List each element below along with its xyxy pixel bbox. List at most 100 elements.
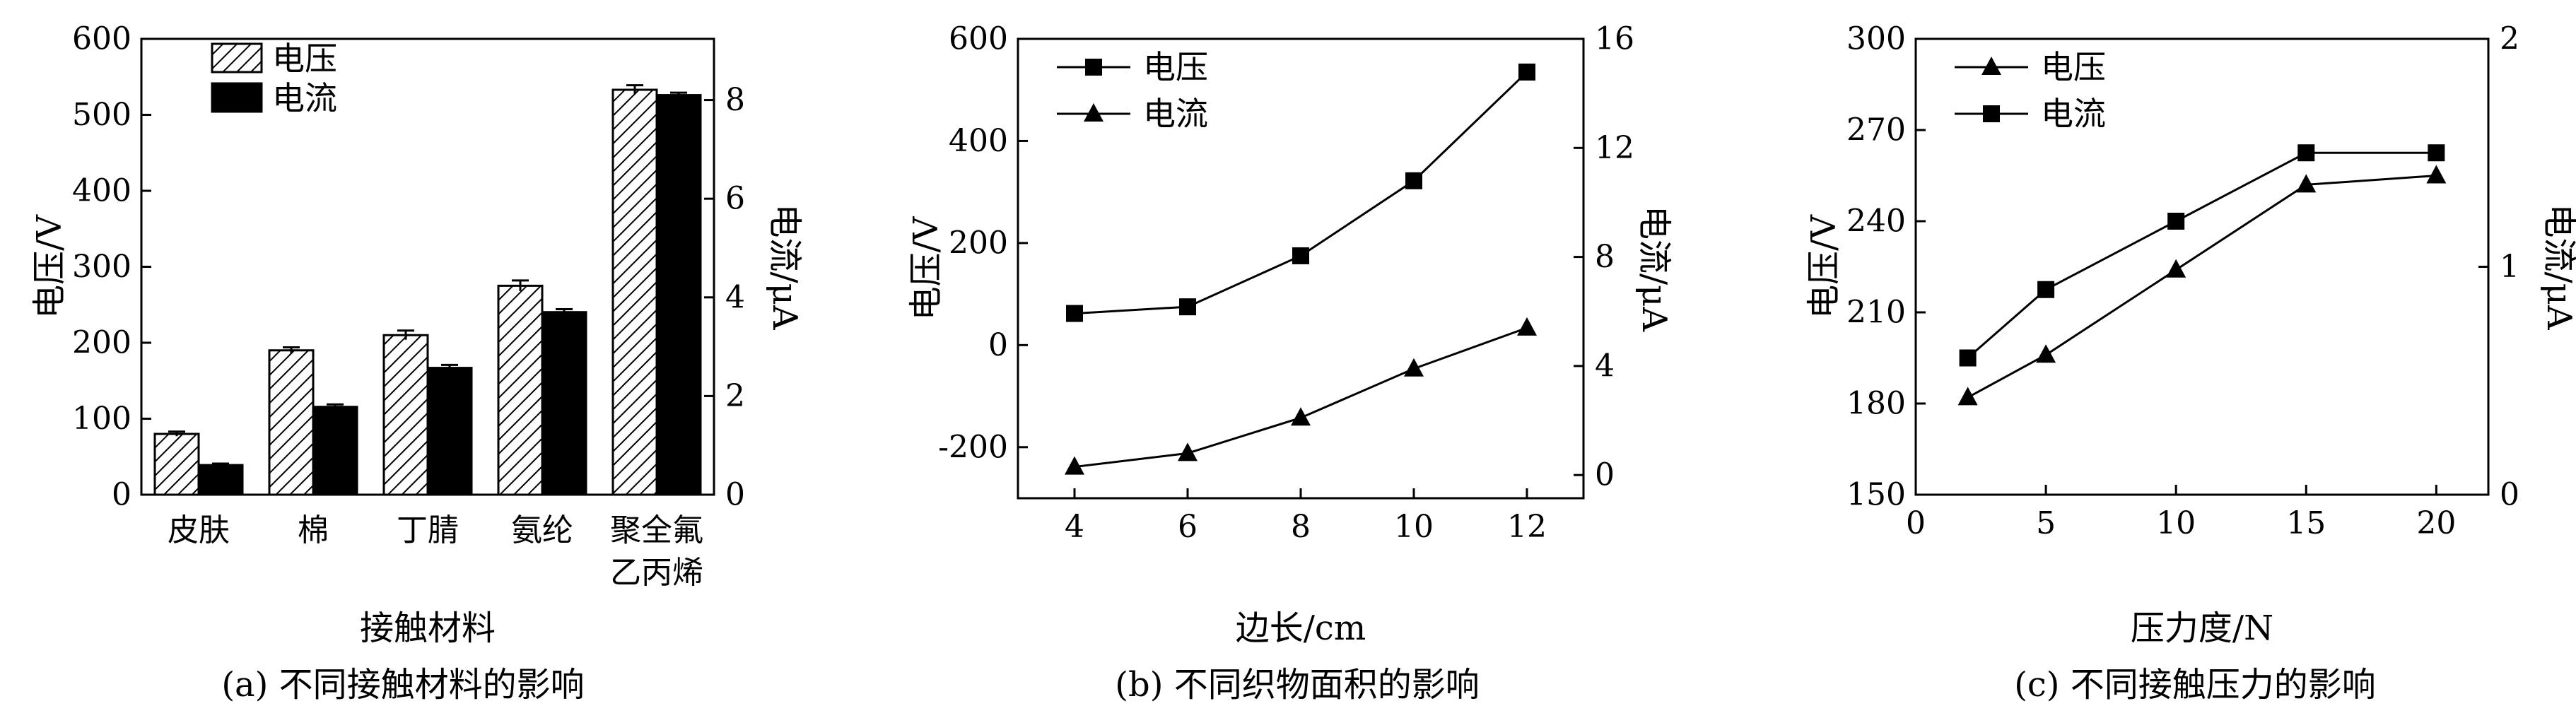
data-point xyxy=(1065,456,1084,475)
y2-tick-label: 2 xyxy=(2500,21,2519,57)
x-tick-label: 10 xyxy=(2156,505,2196,541)
x-axis-label: 接触材料 xyxy=(360,608,496,648)
legend-marker xyxy=(1085,59,1102,76)
data-point xyxy=(2167,213,2185,230)
data-point xyxy=(2428,144,2445,162)
x-tick-label: 皮肤 xyxy=(168,512,230,548)
x-axis-label: 边长/cm xyxy=(1236,608,1366,648)
bar-current xyxy=(312,406,358,496)
y-tick-label: 200 xyxy=(72,325,131,361)
x-tick-label: 4 xyxy=(1065,509,1084,545)
y-tick-label: 200 xyxy=(949,225,1008,261)
x-tick-label: 乙丙烯 xyxy=(610,555,703,591)
data-point xyxy=(1517,317,1537,336)
plot-frame xyxy=(1017,37,1585,500)
y-tick-label: 210 xyxy=(1846,295,1906,331)
y-axis-label: 电压/V xyxy=(1804,214,1844,319)
x-tick-label: 15 xyxy=(2286,505,2326,541)
data-point xyxy=(2166,259,2186,278)
legend-marker xyxy=(1983,105,2000,122)
data-point xyxy=(1405,172,1422,189)
y-tick-label: 270 xyxy=(1846,112,1906,148)
figure-caption: (b) 不同织物面积的影响 xyxy=(1115,665,1479,705)
bar-voltage xyxy=(268,349,315,496)
y2-tick-label: 8 xyxy=(725,82,745,118)
legend-swatch xyxy=(211,42,263,73)
y-tick-label: -200 xyxy=(938,429,1008,465)
data-point xyxy=(2037,281,2055,298)
bar-voltage xyxy=(382,334,429,496)
data-point xyxy=(1292,247,1309,264)
x-tick-label: 10 xyxy=(1394,509,1434,545)
data-point xyxy=(1178,442,1198,461)
y2-axis-label: 电流/μA xyxy=(765,204,804,330)
legend-swatch xyxy=(211,82,263,113)
data-point xyxy=(2296,174,2317,193)
y2-tick-label: 12 xyxy=(1595,130,1634,166)
data-point xyxy=(1066,305,1083,322)
x-axis-label: 压力度/N xyxy=(2131,608,2273,648)
series-line xyxy=(1074,71,1528,315)
chart-panel-b: -200 0 200 400 600 0 4 8 12 16 电压/V 电流/μA 边长/cm (b) 不… xyxy=(906,21,1674,705)
x-tick-label: 聚全氟 xyxy=(610,512,703,548)
y-tick-label: 300 xyxy=(72,249,131,285)
x-tick-label: 丁腈 xyxy=(397,512,459,548)
legend-label: 电压 xyxy=(2041,48,2106,86)
bar-voltage xyxy=(611,88,658,496)
y2-tick-label: 4 xyxy=(725,279,745,315)
bar-current xyxy=(541,311,587,496)
data-point xyxy=(1291,407,1311,426)
y-tick-label: 600 xyxy=(72,21,131,57)
bar-voltage xyxy=(153,432,200,496)
figure-caption: (c) 不同接触压力的影响 xyxy=(2014,665,2376,705)
data-point xyxy=(1518,63,1535,81)
x-tick-label: 0 xyxy=(1906,505,1926,541)
bar-current xyxy=(655,94,702,496)
data-point xyxy=(1957,387,1978,406)
legend-label: 电流 xyxy=(1143,95,1208,133)
y-tick-label: 300 xyxy=(1846,21,1906,57)
y2-tick-label: 0 xyxy=(725,477,745,513)
legend-label: 电压 xyxy=(272,40,337,78)
data-point xyxy=(1179,298,1196,316)
y-tick-label: 600 xyxy=(949,21,1008,57)
x-tick-label: 6 xyxy=(1178,509,1198,545)
x-tick-label: 氨纶 xyxy=(511,512,573,548)
y-axis-label: 电压/V xyxy=(906,216,946,320)
x-tick-label: 8 xyxy=(1291,509,1311,545)
y-tick-label: 400 xyxy=(949,123,1008,159)
x-tick-label: 20 xyxy=(2416,505,2456,541)
y2-tick-label: 0 xyxy=(2500,477,2519,513)
legend-marker xyxy=(1981,57,2001,75)
y-tick-label: 180 xyxy=(1846,386,1906,422)
plot-frame xyxy=(1914,37,2490,496)
y-axis-label: 电压/V xyxy=(30,214,69,319)
y2-tick-label: 6 xyxy=(725,181,745,217)
y-tick-label: 400 xyxy=(72,173,131,209)
y2-tick-label: 0 xyxy=(1595,457,1615,493)
series-line xyxy=(1074,326,1528,469)
y-tick-label: 500 xyxy=(72,97,131,133)
bar-current xyxy=(426,367,473,496)
legend-label: 电压 xyxy=(1143,48,1208,86)
legend-marker xyxy=(1084,103,1103,122)
legend-label: 电流 xyxy=(2041,95,2106,133)
y-tick-label: 0 xyxy=(112,477,131,513)
chart-panel-a: 0 100 200 300 400 500 600 0 2 4 6 8 电压/V 电流/μA 接触材料 (a)… xyxy=(30,21,804,705)
data-point xyxy=(1404,358,1424,377)
bar-voltage xyxy=(497,284,544,496)
x-tick-label: 12 xyxy=(1507,509,1547,545)
y2-axis-label: 电流/μA xyxy=(1634,206,1674,332)
y2-tick-label: 8 xyxy=(1595,239,1615,275)
data-point xyxy=(2036,344,2056,363)
data-point xyxy=(1959,349,1977,367)
y-tick-label: 100 xyxy=(72,401,131,437)
y2-tick-label: 2 xyxy=(725,378,745,414)
x-tick-label: 5 xyxy=(2036,505,2056,541)
bar-current xyxy=(197,464,244,496)
y-tick-label: 150 xyxy=(1846,477,1906,513)
x-tick-label: 棉 xyxy=(298,512,329,548)
y2-tick-label: 4 xyxy=(1595,348,1615,384)
legend-label: 电流 xyxy=(272,79,337,117)
